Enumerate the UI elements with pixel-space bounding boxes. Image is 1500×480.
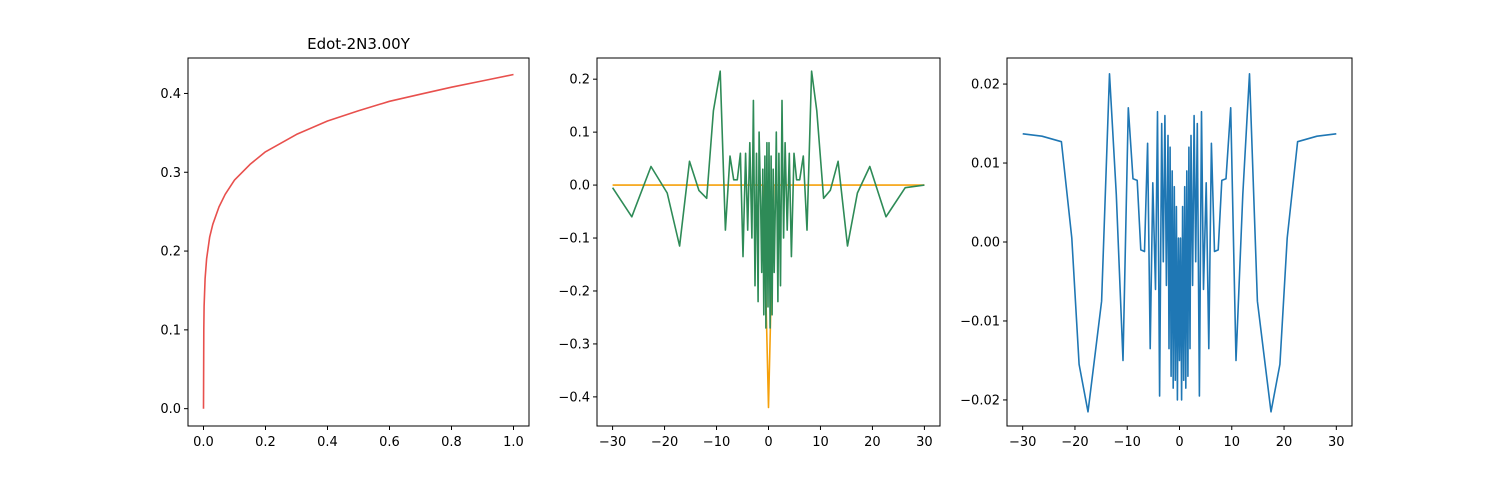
chart-2-y-tick-label: −0.3: [558, 337, 590, 352]
chart-3-y-tick-label: −0.01: [960, 314, 1000, 329]
chart-3-y-tick-label: −0.02: [960, 393, 1000, 408]
chart-1-x-tick-label: 0.8: [441, 435, 462, 450]
chart-1-y-tick-label: 0.2: [160, 245, 181, 260]
chart-1-x-tick-label: 0.4: [317, 435, 338, 450]
chart-2-x-tick-label: 30: [916, 435, 933, 450]
chart-2-x-tick-label: −10: [703, 435, 730, 450]
chart-1-x-tick-label: 1.0: [503, 435, 524, 450]
chart-2-x-tick-label: −30: [599, 435, 626, 450]
chart-3-x-tick-label: −10: [1114, 435, 1141, 450]
chart-1-y-tick-label: 0.1: [160, 323, 181, 338]
chart-1-x-tick-label: 0.6: [379, 435, 400, 450]
chart-3-x-tick-label: 20: [1276, 435, 1293, 450]
chart-2-y-tick-label: 0.1: [569, 126, 590, 141]
chart-3-x-tick-label: 0: [1175, 435, 1183, 450]
chart-1-x-tick-label: 0.0: [193, 435, 214, 450]
chart-3-x-tick-label: −20: [1061, 435, 1088, 450]
chart-2-x-tick-label: 10: [812, 435, 829, 450]
chart-2-y-tick-label: 0.2: [569, 73, 590, 88]
chart-2-y-tick-label: 0.0: [569, 179, 590, 194]
chart-2-y-tick-label: −0.2: [558, 284, 590, 299]
chart-1-x-tick-label: 0.2: [255, 435, 276, 450]
chart-3-y-tick-label: 0.00: [971, 236, 1000, 251]
chart-3-x-tick-label: −30: [1009, 435, 1036, 450]
chart-3: −30 −20 −10 0 10 20 30 0.02 0.01 0.00 −0.01 −0.02: [960, 57, 1353, 450]
chart-1-y-tick-label: 0.3: [160, 166, 181, 181]
chart-2-x-tick-label: 20: [864, 435, 881, 450]
chart-3-x-tick-label: 30: [1328, 435, 1345, 450]
chart-1-series-1-line: [202, 73, 514, 409]
charts: 0.0 0.2 0.4 0.6 0.8 1.0 0.0 0.1 0.2 0.3 0.4 Edot-2N…: [160, 35, 1353, 450]
chart-3-x-tick-label: 10: [1223, 435, 1240, 450]
chart-2-series-2-line: [611, 70, 925, 329]
chart-1-y-tick-label: 0.4: [160, 87, 181, 102]
chart-2-series-1-line: [612, 184, 925, 409]
chart-2: −30 −20 −10 0 10 20 30 0.2 0.1 0.0 −0.1 −0.2 −0.3 −0.…: [558, 57, 941, 450]
chart-3-y-tick-label: 0.02: [971, 78, 1000, 93]
chart-1: 0.0 0.2 0.4 0.6 0.8 1.0 0.0 0.1 0.2 0.3 0.4 Edot-2N…: [160, 35, 530, 450]
chart-3-series-1-line: [1022, 73, 1337, 413]
chart-2-x-tick-label: 0: [764, 435, 772, 450]
chart-1-title: Edot-2N3.00Y: [307, 35, 411, 53]
chart-1-plot-frame: [187, 57, 530, 427]
chart-1-y-tick-label: 0.0: [160, 402, 181, 417]
chart-3-y-tick-label: 0.01: [971, 157, 1000, 172]
chart-2-x-tick-label: −20: [651, 435, 678, 450]
chart-2-y-tick-label: −0.1: [558, 232, 590, 247]
chart-2-y-tick-label: −0.4: [558, 390, 590, 405]
